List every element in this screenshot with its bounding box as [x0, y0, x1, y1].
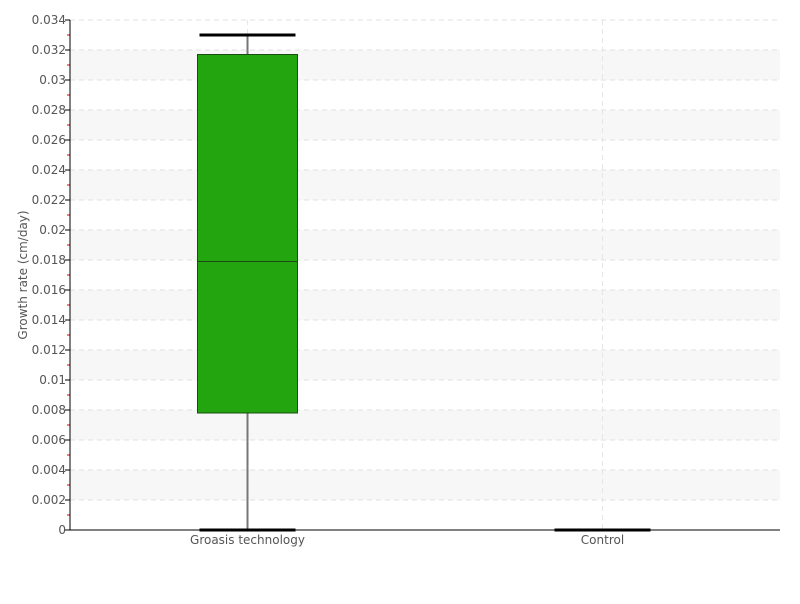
grid-bands [70, 50, 780, 500]
axes: 0 0.002 0.004 0.006 0.008 0.01 0.012 0.014 0.016… [32, 13, 780, 547]
y-axis-label: Growth rate (cm/day) [16, 210, 30, 339]
grid-band [70, 470, 780, 500]
y-tick-label: 0.02 [39, 223, 66, 237]
y-tick-label: 0.004 [32, 463, 66, 477]
x-tick-label: Groasis technology [190, 533, 305, 547]
y-tick-label: 0.028 [32, 103, 66, 117]
y-tick-label: 0.03 [39, 73, 66, 87]
grid-band [70, 290, 780, 320]
grid-band [70, 350, 780, 380]
grid-band [70, 230, 780, 260]
boxes [197, 33, 651, 532]
y-tick-label: 0.008 [32, 403, 66, 417]
y-tick-label: 0.002 [32, 493, 66, 507]
y-tick-label: 0 [58, 523, 66, 537]
y-tick-label: 0.022 [32, 193, 66, 207]
y-tick-label: 0.01 [39, 373, 66, 387]
y-tick-label: 0.016 [32, 283, 66, 297]
grid-band [70, 110, 780, 140]
grid-band [70, 50, 780, 80]
y-tick-label: 0.018 [32, 253, 66, 267]
y-tick-label: 0.006 [32, 433, 66, 447]
x-tick-label: Control [581, 533, 624, 547]
grid-band [70, 170, 780, 200]
grid-band [70, 410, 780, 440]
y-tick-label: 0.024 [32, 163, 66, 177]
grid-lines [70, 19, 780, 530]
y-tick-label: 0.012 [32, 343, 66, 357]
y-tick-label: 0.032 [32, 43, 66, 57]
y-tick-label: 0.034 [32, 13, 66, 27]
y-tick-label: 0.014 [32, 313, 66, 327]
y-tick-label: 0.026 [32, 133, 66, 147]
box [197, 54, 298, 414]
